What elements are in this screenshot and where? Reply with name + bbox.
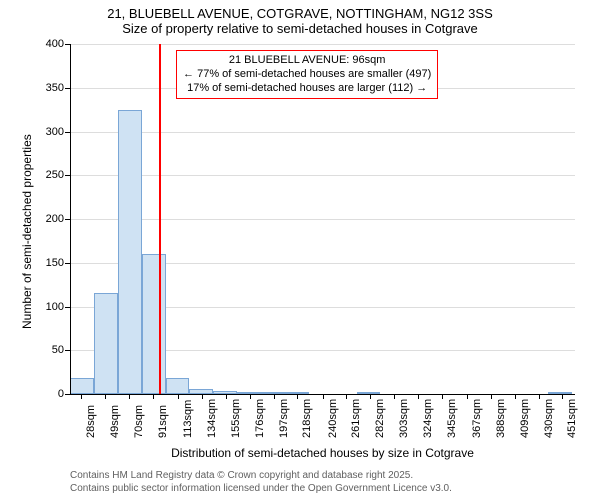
x-tick-label: 324sqm — [422, 399, 434, 438]
y-tick-label: 100 — [46, 301, 70, 313]
gridline — [70, 175, 575, 176]
chart-container: 21, BLUEBELL AVENUE, COTGRAVE, NOTTINGHA… — [0, 0, 600, 500]
x-tick-label: 91sqm — [157, 405, 169, 438]
histogram-bar — [118, 110, 142, 394]
gridline — [70, 219, 575, 220]
y-tick-label: 250 — [46, 169, 70, 181]
x-tick-label: 282sqm — [374, 399, 386, 438]
gridline — [70, 132, 575, 133]
x-tick-label: 155sqm — [230, 399, 242, 438]
x-tick-label: 134sqm — [206, 399, 218, 438]
y-tick-label: 300 — [46, 126, 70, 138]
histogram-bar — [142, 254, 166, 394]
annotation-line-2: ← 77% of semi-detached houses are smalle… — [183, 68, 431, 82]
title-line-1: 21, BLUEBELL AVENUE, COTGRAVE, NOTTINGHA… — [0, 6, 600, 21]
x-axis-line — [70, 394, 575, 395]
x-tick-label: 451sqm — [566, 399, 578, 438]
x-tick-label: 240sqm — [327, 399, 339, 438]
annotation-box: 21 BLUEBELL AVENUE: 96sqm← 77% of semi-d… — [176, 50, 438, 99]
y-tick-label: 400 — [46, 38, 70, 50]
y-axis-line — [70, 44, 71, 394]
y-tick-label: 0 — [58, 388, 70, 400]
x-tick-label: 409sqm — [519, 399, 531, 438]
gridline — [70, 44, 575, 45]
x-axis-label: Distribution of semi-detached houses by … — [70, 446, 575, 460]
x-tick-label: 303sqm — [398, 399, 410, 438]
x-tick-label: 218sqm — [301, 399, 313, 438]
footer-attribution: Contains HM Land Registry data © Crown c… — [70, 470, 452, 495]
y-axis-label: Number of semi-detached properties — [20, 134, 34, 329]
x-tick-label: 113sqm — [182, 400, 194, 438]
x-tick-label: 367sqm — [471, 399, 483, 438]
x-tick-label: 70sqm — [133, 405, 145, 438]
chart-title: 21, BLUEBELL AVENUE, COTGRAVE, NOTTINGHA… — [0, 6, 600, 36]
x-tick-label: 430sqm — [543, 399, 555, 438]
plot-area: 05010015020025030035040028sqm49sqm70sqm9… — [70, 44, 575, 394]
x-tick-label: 197sqm — [278, 399, 290, 438]
footer-line-1: Contains HM Land Registry data © Crown c… — [70, 470, 452, 483]
x-tick-label: 388sqm — [495, 399, 507, 438]
x-tick-label: 261sqm — [350, 399, 362, 438]
x-tick-label: 176sqm — [254, 399, 266, 438]
y-tick-label: 350 — [46, 82, 70, 94]
annotation-line-1: 21 BLUEBELL AVENUE: 96sqm — [183, 54, 431, 68]
title-line-2: Size of property relative to semi-detach… — [0, 21, 600, 36]
y-tick-label: 150 — [46, 257, 70, 269]
y-tick-label: 50 — [52, 344, 70, 356]
histogram-bar — [94, 293, 118, 394]
x-tick-label: 28sqm — [85, 405, 97, 438]
x-tick-label: 345sqm — [446, 399, 458, 438]
y-tick-label: 200 — [46, 213, 70, 225]
histogram-bar — [70, 378, 94, 394]
x-tick-label: 49sqm — [109, 405, 121, 438]
footer-line-2: Contains public sector information licen… — [70, 483, 452, 496]
annotation-line-3: 17% of semi-detached houses are larger (… — [183, 82, 431, 96]
reference-marker-line — [159, 44, 161, 394]
histogram-bar — [166, 378, 190, 394]
